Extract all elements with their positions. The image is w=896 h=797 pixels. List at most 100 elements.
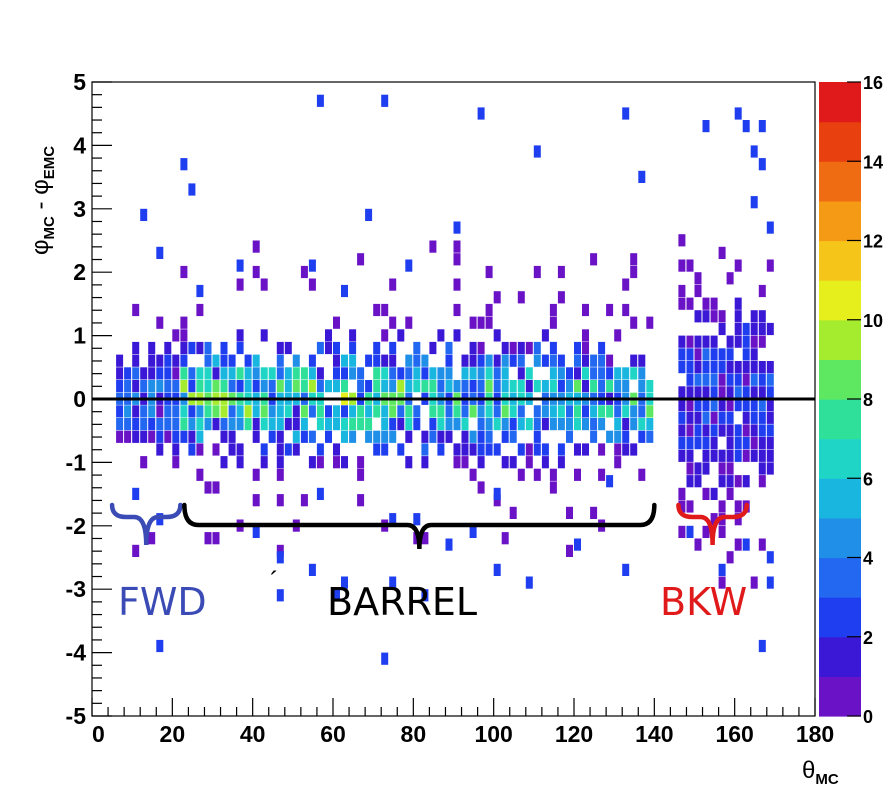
heatmap-bin: [758, 399, 766, 412]
heatmap-bin: [469, 316, 477, 329]
heatmap-bin: [300, 380, 308, 393]
heatmap-bin: [485, 380, 493, 393]
heatmap-bin: [132, 380, 140, 393]
heatmap-bin: [252, 367, 260, 380]
heatmap-bin: [469, 341, 477, 355]
heatmap-bin: [292, 354, 300, 367]
heatmap-bin: [734, 297, 742, 310]
heatmap-bin: [758, 386, 766, 399]
heatmap-bin: [630, 367, 638, 380]
heatmap-bin: [726, 411, 734, 424]
heatmap-bin: [766, 322, 774, 336]
heatmap-bin: [742, 411, 750, 424]
heatmap-bin: [710, 399, 718, 412]
x-tick-label: 120: [555, 721, 593, 747]
heatmap-bin: [333, 316, 340, 329]
heatmap-bin: [734, 475, 742, 488]
heatmap-bin: [413, 418, 421, 431]
heatmap-bin: [461, 456, 469, 469]
heatmap-bin: [453, 329, 461, 342]
heatmap-bin: [533, 265, 541, 279]
heatmap-bin: [365, 380, 373, 393]
heatmap-bin: [477, 443, 485, 456]
heatmap-bin: [622, 405, 630, 418]
heatmap-bin: [678, 525, 686, 538]
heatmap-bin: [742, 424, 750, 437]
heatmap-bin: [590, 418, 598, 431]
heatmap-bin: [429, 405, 437, 418]
heatmap-bin: [485, 303, 493, 317]
heatmap-bin: [646, 430, 654, 443]
heatmap-bin: [678, 411, 686, 424]
heatmap-outlier-bin: [276, 589, 284, 602]
region-label-bkw: BKW: [660, 580, 747, 624]
heatmap-bin: [549, 380, 557, 393]
heatmap-outlier-bin: [236, 259, 244, 272]
heatmap-bin: [292, 443, 300, 456]
heatmap-bin: [164, 341, 172, 355]
heatmap-bin: [437, 367, 445, 380]
x-tick-label: 0: [92, 721, 105, 747]
heatmap-bin: [461, 405, 469, 418]
heatmap-outlier-bin: [316, 487, 324, 500]
heatmap-bin: [493, 354, 501, 367]
heatmap-bin: [477, 481, 485, 494]
heatmap-bin: [292, 405, 300, 418]
heatmap-bin: [389, 367, 397, 380]
heatmap-bin: [461, 367, 469, 380]
heatmap-bin: [292, 380, 300, 393]
heatmap-bin: [533, 405, 541, 418]
heatmap-bin: [678, 297, 686, 310]
x-tick-label: 140: [635, 721, 673, 747]
heatmap-bin: [493, 405, 501, 418]
heatmap-bin: [421, 532, 429, 545]
heatmap-bin: [517, 367, 525, 380]
heatmap-bin: [750, 424, 758, 437]
heatmap-bin: [156, 405, 164, 418]
heatmap-outlier-bin: [718, 563, 726, 576]
heatmap-bin: [397, 367, 405, 380]
heatmap-bin: [124, 367, 132, 380]
heatmap-bin: [148, 418, 156, 431]
heatmap-bin: [758, 462, 766, 475]
heatmap-bin: [316, 367, 324, 380]
heatmap-bin: [308, 405, 316, 418]
heatmap-bin: [493, 367, 501, 380]
heatmap-bin: [726, 373, 734, 386]
heatmap-bin: [252, 430, 260, 443]
heatmap-bin: [316, 456, 324, 469]
heatmap-bin: [381, 443, 389, 456]
heatmap-bin: [341, 380, 348, 393]
heatmap-bin: [196, 430, 204, 443]
heatmap-bin: [517, 341, 525, 355]
heatmap-bin: [373, 367, 381, 380]
heatmap-bin: [252, 405, 260, 418]
heatmap-bin: [702, 361, 710, 374]
heatmap-bin: [734, 259, 742, 272]
heatmap-bin: [196, 380, 204, 393]
heatmap-bin: [678, 500, 686, 513]
y-tick-label: -5: [66, 703, 87, 729]
heatmap-bin: [694, 411, 702, 424]
heatmap-bin: [710, 335, 718, 348]
heatmap-bin: [132, 354, 140, 367]
heatmap-bin: [517, 418, 525, 431]
heatmap-bin: [758, 322, 766, 336]
heatmap-outlier-bin: [758, 158, 766, 171]
heatmap-bin: [501, 380, 509, 393]
heatmap-bin: [742, 449, 750, 462]
heatmap-bin: [116, 430, 124, 443]
heatmap-bin: [710, 449, 718, 462]
heatmap-outlier-bin: [196, 284, 204, 298]
heatmap-bin: [349, 354, 357, 367]
heatmap-outlier-bin: [381, 652, 389, 665]
region-label-barrel: BARREL: [327, 580, 477, 624]
heatmap-bin: [501, 532, 509, 545]
heatmap-bin: [276, 354, 284, 367]
heatmap-bin: [750, 348, 758, 361]
heatmap-bin: [300, 367, 308, 380]
heatmap-bin: [365, 430, 373, 443]
heatmap-bin: [397, 329, 405, 342]
heatmap-bin: [389, 380, 397, 393]
heatmap-bin: [477, 418, 485, 431]
